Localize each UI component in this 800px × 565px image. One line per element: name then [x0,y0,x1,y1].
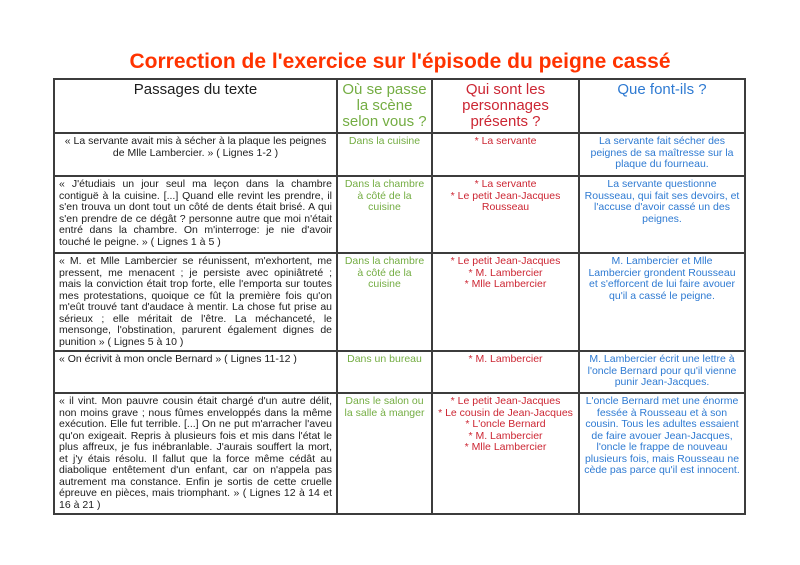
action-cell: M. Lambercier et Mlle Lambercier gronden… [578,252,746,352]
passage-cell: « il vint. Mon pauvre cousin était charg… [53,392,338,515]
lieu-cell: Dans la cuisine [336,132,433,177]
passage-cell: « M. et Mlle Lambercier se réunissent, m… [53,252,338,352]
table-row: « La servante avait mis à sécher à la pl… [53,132,746,177]
column-header-passages: Passages du texte [53,78,338,134]
header-row: Passages du texte Où se passe la scène s… [53,78,746,134]
action-cell: M. Lambercier écrit une lettre à l'oncle… [578,350,746,394]
table-row: « J'étudiais un jour seul ma leçon dans … [53,175,746,254]
lieu-cell: Dans le salon ou la salle à manger [336,392,433,515]
action-cell: La servante fait sécher des peignes de s… [578,132,746,177]
lieu-cell: Dans la chambre à côté de la cuisine [336,252,433,352]
passage-cell: « La servante avait mis à sécher à la pl… [53,132,338,177]
passage-cell: « On écrivit à mon oncle Bernard » ( Lig… [53,350,338,394]
action-cell: La servante questionne Rousseau, qui fai… [578,175,746,254]
column-header-lieu: Où se passe la scène selon vous ? [336,78,433,134]
passage-cell: « J'étudiais un jour seul ma leçon dans … [53,175,338,254]
lieu-cell: Dans la chambre à côté de la cuisine [336,175,433,254]
correction-table: Passages du texte Où se passe la scène s… [53,78,746,515]
table-row: « il vint. Mon pauvre cousin était charg… [53,392,746,515]
action-cell: L'oncle Bernard met une énorme fessée à … [578,392,746,515]
column-header-actions: Que font-ils ? [578,78,746,134]
page-title: Correction de l'exercice sur l'épisode d… [129,50,671,73]
personnages-cell: * Le petit Jean-Jacques * Le cousin de J… [431,392,580,515]
personnages-cell: * M. Lambercier [431,350,580,394]
lieu-cell: Dans un bureau [336,350,433,394]
column-header-personnages: Qui sont les personnages présents ? [431,78,580,134]
table-row: « On écrivit à mon oncle Bernard » ( Lig… [53,350,746,394]
personnages-cell: * Le petit Jean-Jacques * M. Lambercier … [431,252,580,352]
personnages-cell: * La servante [431,132,580,177]
table-row: « M. et Mlle Lambercier se réunissent, m… [53,252,746,352]
personnages-cell: * La servante * Le petit Jean-Jacques Ro… [431,175,580,254]
